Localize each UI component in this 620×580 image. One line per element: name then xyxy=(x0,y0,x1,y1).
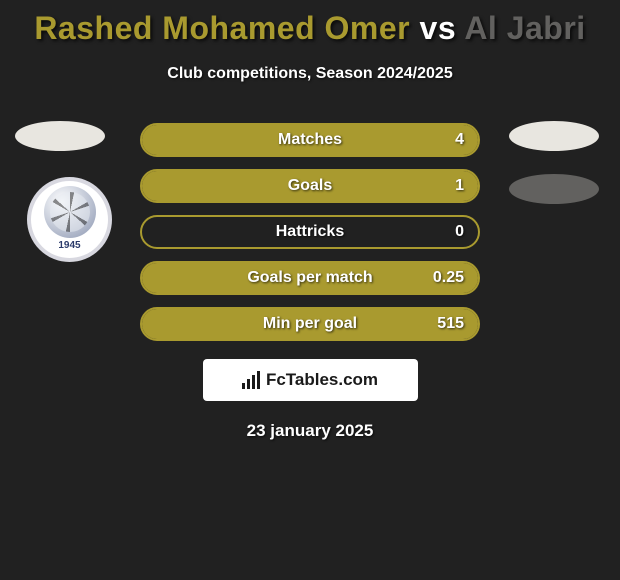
fctables-badge: FcTables.com xyxy=(203,359,418,401)
vs-text: vs xyxy=(420,10,457,46)
stat-row: Goals 1 xyxy=(140,169,480,203)
stat-value: 515 xyxy=(437,315,464,333)
stat-row: Matches 4 xyxy=(140,123,480,157)
stat-value: 1 xyxy=(455,177,464,195)
stat-value: 0.25 xyxy=(433,269,464,287)
player2-name: Al Jabri xyxy=(464,10,585,46)
stat-value: 4 xyxy=(455,131,464,149)
stat-label: Min per goal xyxy=(263,315,357,333)
stat-label: Goals xyxy=(288,177,332,195)
player1-name: Rashed Mohamed Omer xyxy=(34,10,410,46)
date-text: 23 january 2025 xyxy=(0,421,620,441)
page-title: Rashed Mohamed Omer vs Al Jabri xyxy=(0,0,620,47)
stat-row: Min per goal 515 xyxy=(140,307,480,341)
subtitle: Club competitions, Season 2024/2025 xyxy=(0,65,620,83)
fctables-text: FcTables.com xyxy=(266,370,378,390)
stat-label: Hattricks xyxy=(276,223,344,241)
stats-container: Matches 4 Goals 1 Hattricks 0 Goals per match 0… xyxy=(0,123,620,341)
stat-row: Hattricks 0 xyxy=(140,215,480,249)
stat-label: Goals per match xyxy=(247,269,372,287)
stat-value: 0 xyxy=(455,223,464,241)
bar-chart-icon xyxy=(242,371,260,389)
stat-row: Goals per match 0.25 xyxy=(140,261,480,295)
stat-label: Matches xyxy=(278,131,342,149)
